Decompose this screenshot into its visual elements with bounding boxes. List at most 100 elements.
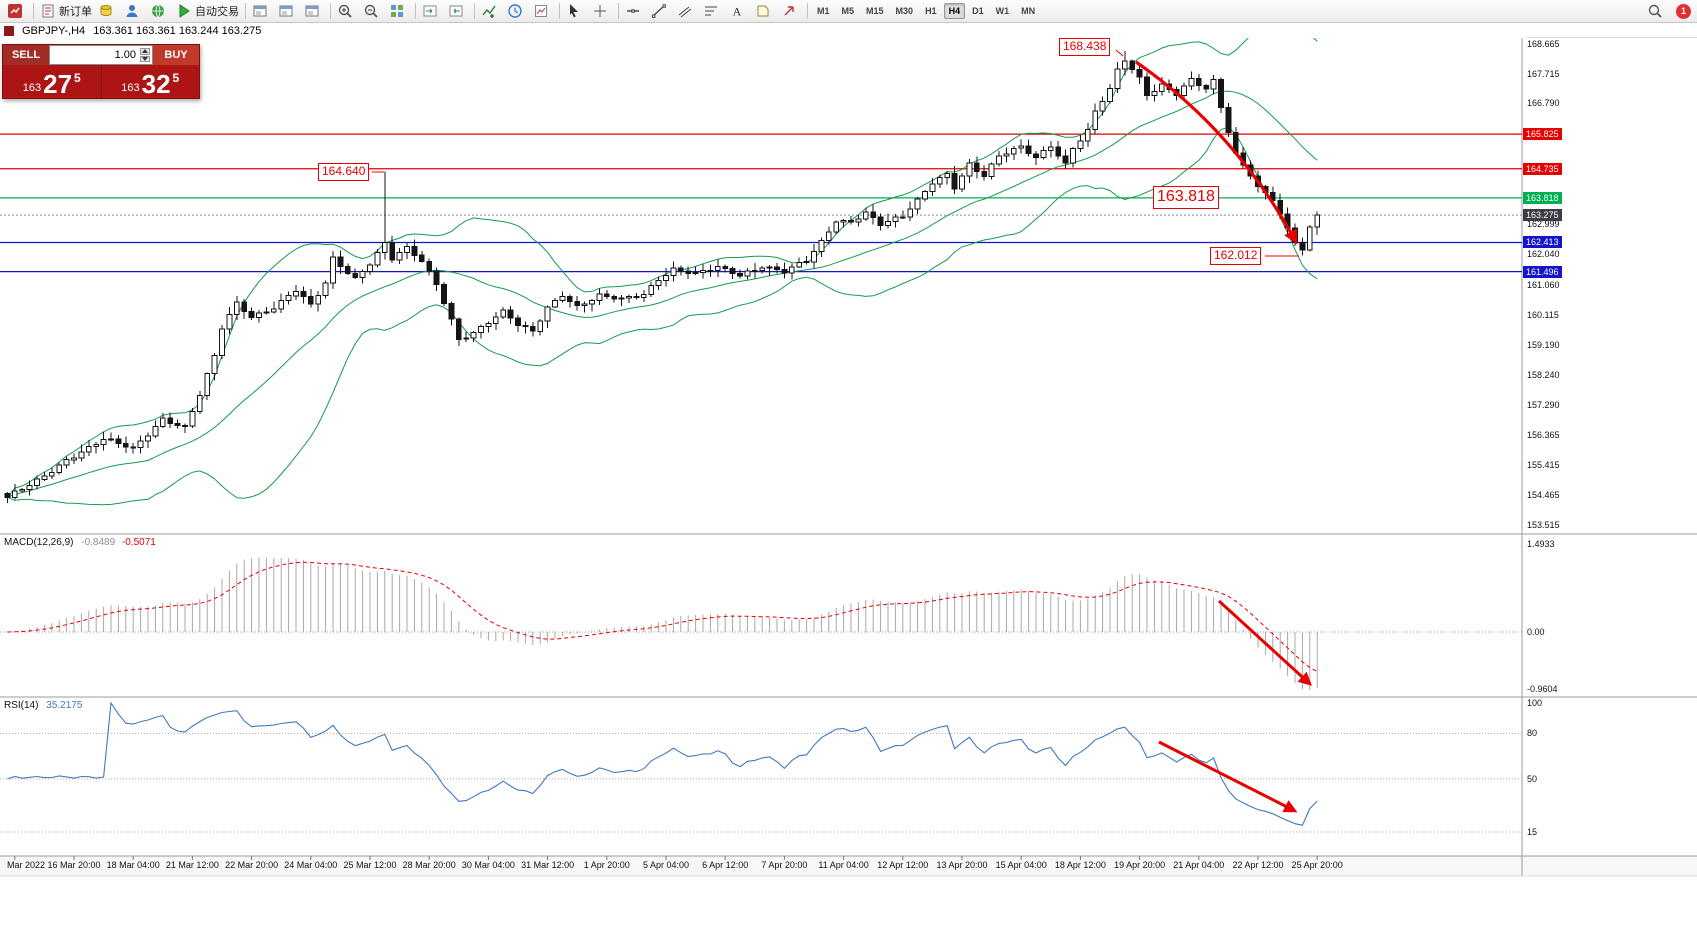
buy-button[interactable]: BUY xyxy=(153,45,199,65)
toolbar-separator xyxy=(807,3,808,19)
fibonacci-icon[interactable] xyxy=(700,1,726,22)
time-axis-label: 21 Mar 12:00 xyxy=(165,860,219,870)
toolbar-separator xyxy=(474,3,475,19)
time-axis-label: 19 Apr 20:00 xyxy=(1114,860,1166,870)
price-line-label: 165.825 xyxy=(1523,128,1562,141)
toolbar-separator xyxy=(330,3,331,19)
price-axis-label: 156.365 xyxy=(1527,429,1560,440)
macd-name: MACD(12,26,9) xyxy=(4,537,74,548)
toolbar-separator xyxy=(618,3,619,19)
time-axis-label: 7 Apr 20:00 xyxy=(761,860,808,870)
macd-main-value: -0.8489 xyxy=(81,537,116,548)
price-line-label: 162.413 xyxy=(1523,236,1562,249)
toolbar-separator xyxy=(245,3,246,19)
sell-button[interactable]: SELL xyxy=(3,45,49,65)
timeframe-d1[interactable]: D1 xyxy=(972,6,984,16)
app-icon[interactable] xyxy=(4,1,30,22)
lot-increase-icon[interactable] xyxy=(140,48,150,55)
rsi-name: RSI(14) xyxy=(4,700,39,711)
price-axis-label: 157.290 xyxy=(1527,400,1560,411)
time-axis-label: 18 Apr 12:00 xyxy=(1054,860,1106,870)
arrows-icon[interactable] xyxy=(778,1,804,22)
profiles-icon[interactable] xyxy=(275,1,301,22)
price-axis-label: 154.465 xyxy=(1527,489,1560,500)
text-label-icon[interactable] xyxy=(752,1,778,22)
horizontal-line-icon[interactable] xyxy=(622,1,648,22)
macd-signal-value: -0.5071 xyxy=(121,537,156,548)
timeframe-w1[interactable]: W1 xyxy=(995,6,1010,16)
templates-icon[interactable] xyxy=(530,1,556,22)
macd-axis-label: 1.4933 xyxy=(1527,538,1555,549)
time-axis-label: Mar 2022 xyxy=(6,860,46,870)
price-axis-label: 159.190 xyxy=(1527,339,1560,350)
chart-shift-icon[interactable] xyxy=(445,1,471,22)
new-chart-icon[interactable] xyxy=(249,1,275,22)
timeframe-m15[interactable]: M15 xyxy=(866,6,884,16)
price-axis-label: 160.115 xyxy=(1527,310,1559,321)
price-axis-label: 153.515 xyxy=(1527,520,1560,531)
macd-indicator-label: MACD(12,26,9) -0.8489 -0.5071 xyxy=(4,537,156,548)
price-axis-label: 166.790 xyxy=(1527,98,1560,109)
price-axis-label: 168.665 xyxy=(1527,38,1560,49)
price-axis-label: 162.999 xyxy=(1527,218,1560,229)
timeframe-h1[interactable]: H1 xyxy=(925,6,937,16)
timeframe-m30[interactable]: M30 xyxy=(895,6,914,16)
community-icon[interactable] xyxy=(147,1,173,22)
rsi-axis-label: 100 xyxy=(1527,698,1543,708)
crosshair-icon[interactable] xyxy=(589,1,615,22)
toolbar-separator xyxy=(33,3,34,19)
toolbar: 新订单 自动交易 A M1 M5 M15 M30 H1 H4 D1 W1 MN 1 xyxy=(0,0,1697,23)
cursor-icon[interactable] xyxy=(563,1,589,22)
rsi-axis-label: 50 xyxy=(1527,773,1538,784)
time-axis-label: 24 Mar 04:00 xyxy=(284,860,338,870)
time-axis-label: 31 Mar 12:00 xyxy=(521,860,575,870)
history-center-icon[interactable] xyxy=(95,1,121,22)
time-axis-label: 13 Apr 20:00 xyxy=(936,860,988,870)
buy-price[interactable]: 163 32 5 xyxy=(121,68,180,99)
symbol-period-label: GBPJPY-,H4 xyxy=(22,24,86,37)
market-depth-icon[interactable] xyxy=(301,1,327,22)
time-axis-label: 5 Apr 04:00 xyxy=(642,860,690,870)
rsi-indicator-label: RSI(14) 35.2175 xyxy=(4,700,82,711)
chart-info-bar: GBPJPY-,H4 163.361 163.361 163.244 163.2… xyxy=(0,23,1526,38)
time-axis-label: 11 Apr 04:00 xyxy=(818,860,869,870)
rsi-axis-label: 80 xyxy=(1527,728,1538,739)
price-annotation: 163.818 xyxy=(1153,186,1219,209)
ohlc-values: 163.361 163.361 163.244 163.275 xyxy=(93,24,262,37)
tile-windows-icon[interactable] xyxy=(386,1,412,22)
price-axis-label: 167.715 xyxy=(1527,69,1560,80)
time-axis-label: 30 Mar 04:00 xyxy=(461,860,515,870)
periods-icon[interactable] xyxy=(504,1,530,22)
zoom-out-icon[interactable] xyxy=(360,1,386,22)
rsi-value: 35.2175 xyxy=(46,700,83,711)
trendline-icon[interactable] xyxy=(648,1,674,22)
time-axis-label: 1 Apr 20:00 xyxy=(583,860,630,870)
timeframe-mn[interactable]: MN xyxy=(1021,6,1036,16)
time-axis-label: 12 Apr 12:00 xyxy=(877,860,929,870)
lot-size-field[interactable]: 1.00 xyxy=(49,45,153,65)
autotrading-button[interactable]: 自动交易 xyxy=(173,1,242,22)
indicators-icon[interactable] xyxy=(478,1,504,22)
price-line-label: 161.496 xyxy=(1523,265,1562,278)
price-divider xyxy=(100,65,102,98)
zoom-in-icon[interactable] xyxy=(334,1,360,22)
time-axis-label: 6 Apr 12:00 xyxy=(702,860,749,870)
new-order-button[interactable]: 新订单 xyxy=(37,1,95,22)
profile-icon[interactable] xyxy=(121,1,147,22)
timeframe-m1[interactable]: M1 xyxy=(817,6,830,16)
timeframe-h4[interactable]: H4 xyxy=(943,3,966,19)
sell-price[interactable]: 163 27 5 xyxy=(22,68,81,99)
toolbar-separator xyxy=(415,3,416,19)
text-icon[interactable]: A xyxy=(726,1,752,22)
lot-decrease-icon[interactable] xyxy=(140,55,150,62)
price-axis-label: 155.415 xyxy=(1527,459,1560,470)
notification-badge[interactable]: 1 xyxy=(1676,3,1691,19)
search-icon[interactable] xyxy=(1644,1,1670,22)
toolbar-separator xyxy=(559,3,560,19)
rsi-axis-label: 15 xyxy=(1527,826,1538,837)
timeframe-m5[interactable]: M5 xyxy=(841,6,855,16)
auto-scroll-icon[interactable] xyxy=(419,1,445,22)
equidistant-channel-icon[interactable] xyxy=(674,1,700,22)
